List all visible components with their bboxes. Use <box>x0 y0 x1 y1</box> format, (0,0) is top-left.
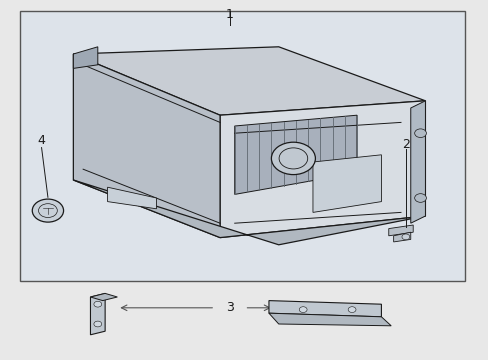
Circle shape <box>414 194 426 202</box>
Circle shape <box>299 307 306 312</box>
Polygon shape <box>220 101 425 238</box>
Circle shape <box>271 142 315 175</box>
Polygon shape <box>268 301 381 317</box>
Polygon shape <box>107 187 156 209</box>
Text: 4: 4 <box>38 134 45 147</box>
Circle shape <box>401 234 409 240</box>
Circle shape <box>94 321 102 327</box>
Circle shape <box>94 301 102 307</box>
Circle shape <box>32 199 63 222</box>
Polygon shape <box>90 293 105 335</box>
Polygon shape <box>410 101 425 223</box>
Polygon shape <box>73 47 425 115</box>
Polygon shape <box>73 54 220 238</box>
Polygon shape <box>312 155 381 212</box>
Text: 3: 3 <box>225 301 233 314</box>
Text: 2: 2 <box>401 138 409 150</box>
Polygon shape <box>388 225 412 236</box>
Polygon shape <box>90 293 117 301</box>
Circle shape <box>347 307 355 312</box>
Polygon shape <box>234 115 356 194</box>
Circle shape <box>414 129 426 138</box>
Text: 1: 1 <box>225 8 233 21</box>
Polygon shape <box>393 232 410 242</box>
Bar <box>20 11 464 281</box>
Polygon shape <box>73 180 425 245</box>
Polygon shape <box>268 313 390 326</box>
Polygon shape <box>73 47 98 68</box>
